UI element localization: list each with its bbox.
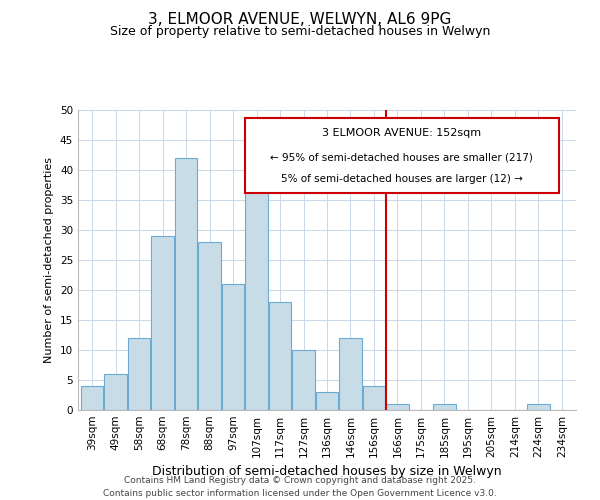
Bar xyxy=(245,188,268,410)
Bar xyxy=(104,374,127,410)
Y-axis label: Number of semi-detached properties: Number of semi-detached properties xyxy=(44,157,55,363)
Text: 3, ELMOOR AVENUE, WELWYN, AL6 9PG: 3, ELMOOR AVENUE, WELWYN, AL6 9PG xyxy=(148,12,452,28)
Bar xyxy=(81,386,103,410)
Bar xyxy=(222,284,244,410)
Text: 5% of semi-detached houses are larger (12) →: 5% of semi-detached houses are larger (1… xyxy=(281,174,523,184)
Text: Size of property relative to semi-detached houses in Welwyn: Size of property relative to semi-detach… xyxy=(110,25,490,38)
FancyBboxPatch shape xyxy=(245,118,559,192)
Bar xyxy=(340,338,362,410)
X-axis label: Distribution of semi-detached houses by size in Welwyn: Distribution of semi-detached houses by … xyxy=(152,466,502,478)
Bar xyxy=(128,338,150,410)
Text: 3 ELMOOR AVENUE: 152sqm: 3 ELMOOR AVENUE: 152sqm xyxy=(322,128,481,138)
Bar xyxy=(292,350,314,410)
Text: ← 95% of semi-detached houses are smaller (217): ← 95% of semi-detached houses are smalle… xyxy=(270,152,533,162)
Bar xyxy=(151,236,174,410)
Bar xyxy=(363,386,385,410)
Bar xyxy=(386,404,409,410)
Bar xyxy=(199,242,221,410)
Bar xyxy=(433,404,455,410)
Text: Contains HM Land Registry data © Crown copyright and database right 2025.
Contai: Contains HM Land Registry data © Crown c… xyxy=(103,476,497,498)
Bar xyxy=(316,392,338,410)
Bar xyxy=(527,404,550,410)
Bar xyxy=(175,158,197,410)
Bar xyxy=(269,302,291,410)
